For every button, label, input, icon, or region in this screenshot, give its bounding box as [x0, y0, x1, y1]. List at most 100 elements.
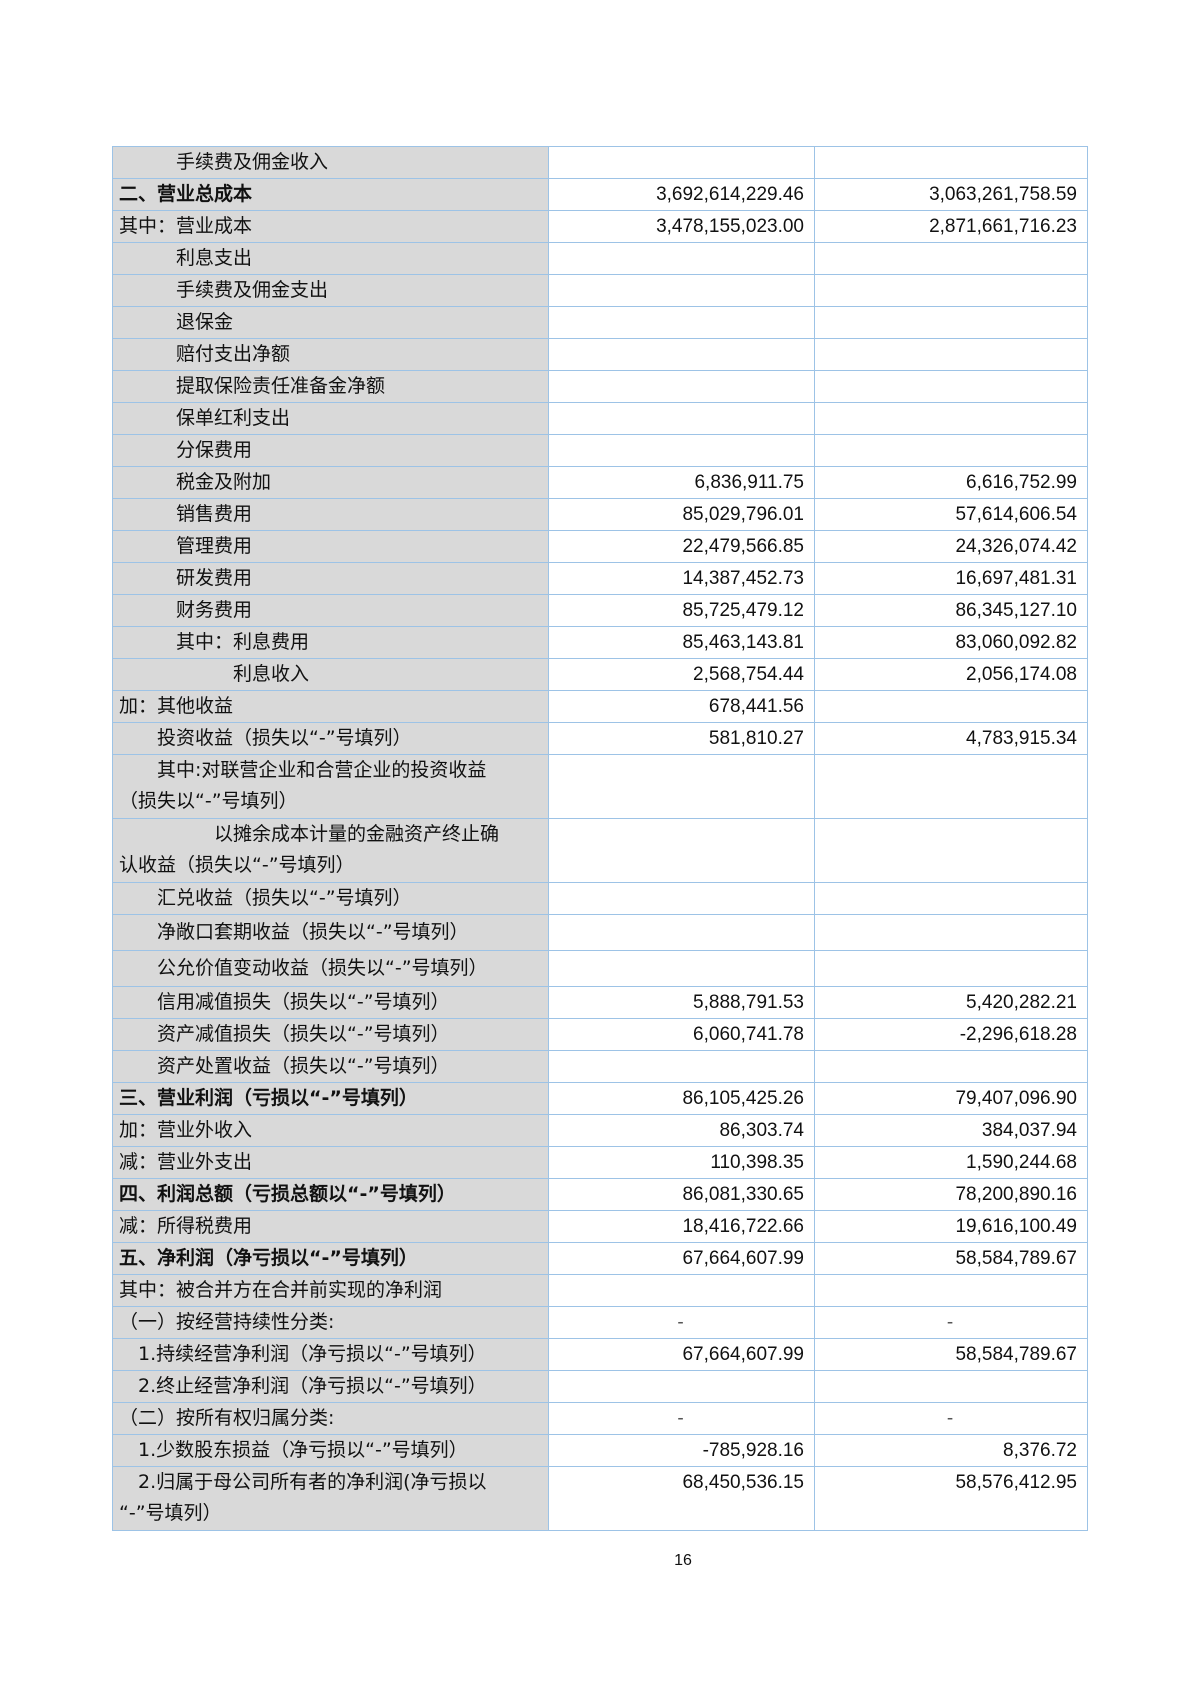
prior-period-value — [814, 242, 1088, 275]
current-period-value: 86,081,330.65 — [548, 1178, 815, 1211]
table-row: 研发费用 14,387,452.73 16,697,481.31 — [112, 562, 1088, 595]
row-label: 其中：利息费用 — [112, 626, 549, 659]
table-row: 资产处置收益（损失以“-”号填列） — [112, 1050, 1088, 1083]
prior-period-value: - — [814, 1306, 1088, 1339]
table-row: 投资收益（损失以“-”号填列） 581,810.27 4,783,915.34 — [112, 722, 1088, 755]
row-label: 资产处置收益（损失以“-”号填列） — [112, 1050, 549, 1083]
table-row: 四、利润总额（亏损总额以“-”号填列） 86,081,330.65 78,200,8… — [112, 1178, 1088, 1211]
current-period-value — [548, 914, 815, 951]
prior-period-value — [814, 434, 1088, 467]
prior-period-value — [814, 402, 1088, 435]
current-period-value: 110,398.35 — [548, 1146, 815, 1179]
table-row: 1.持续经营净利润（净亏损以“-”号填列） 67,664,607.99 58,584… — [112, 1338, 1088, 1371]
prior-period-value: 2,871,661,716.23 — [814, 210, 1088, 243]
current-period-value: 86,303.74 — [548, 1114, 815, 1147]
row-label: 利息支出 — [112, 242, 549, 275]
current-period-value — [548, 242, 815, 275]
table-row: 利息收入 2,568,754.44 2,056,174.08 — [112, 658, 1088, 691]
row-label: 二、营业总成本 — [112, 178, 549, 211]
current-period-value — [548, 1274, 815, 1307]
table-row: 加：营业外收入 86,303.74 384,037.94 — [112, 1114, 1088, 1147]
row-label: 以摊余成本计量的金融资产终止确 认收益（损失以“-”号填列） — [112, 818, 549, 883]
row-label: 退保金 — [112, 306, 549, 339]
row-label: 财务费用 — [112, 594, 549, 627]
table-row: 减：营业外支出 110,398.35 1,590,244.68 — [112, 1146, 1088, 1179]
current-period-value: 678,441.56 — [548, 690, 815, 723]
row-label: 其中：被合并方在合并前实现的净利润 — [112, 1274, 549, 1307]
current-period-value — [548, 338, 815, 371]
row-label: 提取保险责任准备金净额 — [112, 370, 549, 403]
prior-period-value: 24,326,074.42 — [814, 530, 1088, 563]
table-row: 1.少数股东损益（净亏损以“-”号填列） -785,928.16 8,376.72 — [112, 1434, 1088, 1467]
row-label: 赔付支出净额 — [112, 338, 549, 371]
prior-period-value — [814, 754, 1088, 819]
prior-period-value — [814, 274, 1088, 307]
prior-period-value: 58,576,412.95 — [814, 1466, 1088, 1531]
row-label: 1.持续经营净利润（净亏损以“-”号填列） — [112, 1338, 549, 1371]
prior-period-value — [814, 1274, 1088, 1307]
row-label: 保单红利支出 — [112, 402, 549, 435]
prior-period-value: 58,584,789.67 — [814, 1242, 1088, 1275]
table-row: 分保费用 — [112, 434, 1088, 467]
table-row: 其中：营业成本 3,478,155,023.00 2,871,661,716.23 — [112, 210, 1088, 243]
current-period-value: 67,664,607.99 — [548, 1338, 815, 1371]
row-label: 手续费及佣金支出 — [112, 274, 549, 307]
table-row: 手续费及佣金支出 — [112, 274, 1088, 307]
current-period-value — [548, 754, 815, 819]
row-label: 手续费及佣金收入 — [112, 146, 549, 179]
prior-period-value: 57,614,606.54 — [814, 498, 1088, 531]
table-row: 管理费用 22,479,566.85 24,326,074.42 — [112, 530, 1088, 563]
current-period-value — [548, 882, 815, 915]
row-label: 研发费用 — [112, 562, 549, 595]
current-period-value — [548, 950, 815, 987]
prior-period-value: - — [814, 1402, 1088, 1435]
prior-period-value — [814, 146, 1088, 179]
prior-period-value — [814, 306, 1088, 339]
row-label: （二）按所有权归属分类: — [112, 1402, 549, 1435]
row-label: 减：所得税费用 — [112, 1210, 549, 1243]
current-period-value: 6,836,911.75 — [548, 466, 815, 499]
row-label: 减：营业外支出 — [112, 1146, 549, 1179]
table-row: 汇兑收益（损失以“-”号填列） — [112, 882, 1088, 915]
prior-period-value: 4,783,915.34 — [814, 722, 1088, 755]
row-label: 利息收入 — [112, 658, 549, 691]
table-row: 2.归属于母公司所有者的净利润(净亏损以 “-”号填列） 68,450,536.1… — [112, 1466, 1088, 1531]
table-row: 退保金 — [112, 306, 1088, 339]
row-label: 资产减值损失（损失以“-”号填列） — [112, 1018, 549, 1051]
table-row: （一）按经营持续性分类: - - — [112, 1306, 1088, 1339]
row-label: 其中：营业成本 — [112, 210, 549, 243]
row-label: 2.终止经营净利润（净亏损以“-”号填列） — [112, 1370, 549, 1403]
table-row: 公允价值变动收益（损失以“-”号填列） — [112, 950, 1088, 987]
prior-period-value — [814, 818, 1088, 883]
current-period-value: 6,060,741.78 — [548, 1018, 815, 1051]
row-label: 税金及附加 — [112, 466, 549, 499]
prior-period-value: 16,697,481.31 — [814, 562, 1088, 595]
table-row: 提取保险责任准备金净额 — [112, 370, 1088, 403]
income-statement-table: 手续费及佣金收入 二、营业总成本 3,692,614,229.46 3,063,261… — [112, 146, 1088, 1531]
current-period-value — [548, 274, 815, 307]
row-label: 信用减值损失（损失以“-”号填列） — [112, 986, 549, 1019]
row-label: 加：营业外收入 — [112, 1114, 549, 1147]
current-period-value — [548, 1370, 815, 1403]
prior-period-value — [814, 914, 1088, 951]
row-label: 净敞口套期收益（损失以“-”号填列） — [112, 914, 549, 951]
prior-period-value: 8,376.72 — [814, 1434, 1088, 1467]
table-row: 手续费及佣金收入 — [112, 146, 1088, 179]
current-period-value: - — [548, 1402, 815, 1435]
current-period-value: 5,888,791.53 — [548, 986, 815, 1019]
table-row: （二）按所有权归属分类: - - — [112, 1402, 1088, 1435]
current-period-value: - — [548, 1306, 815, 1339]
row-label: 其中:对联营企业和合营企业的投资收益 （损失以“-”号填列） — [112, 754, 549, 819]
page-number: 16 — [674, 1552, 692, 1569]
prior-period-value — [814, 690, 1088, 723]
prior-period-value — [814, 950, 1088, 987]
current-period-value: 18,416,722.66 — [548, 1210, 815, 1243]
row-label: 投资收益（损失以“-”号填列） — [112, 722, 549, 755]
current-period-value: -785,928.16 — [548, 1434, 815, 1467]
current-period-value: 85,029,796.01 — [548, 498, 815, 531]
table-row: 三、营业利润（亏损以“-”号填列） 86,105,425.26 79,407,096… — [112, 1082, 1088, 1115]
prior-period-value: 5,420,282.21 — [814, 986, 1088, 1019]
current-period-value — [548, 1050, 815, 1083]
prior-period-value: 79,407,096.90 — [814, 1082, 1088, 1115]
prior-period-value — [814, 338, 1088, 371]
